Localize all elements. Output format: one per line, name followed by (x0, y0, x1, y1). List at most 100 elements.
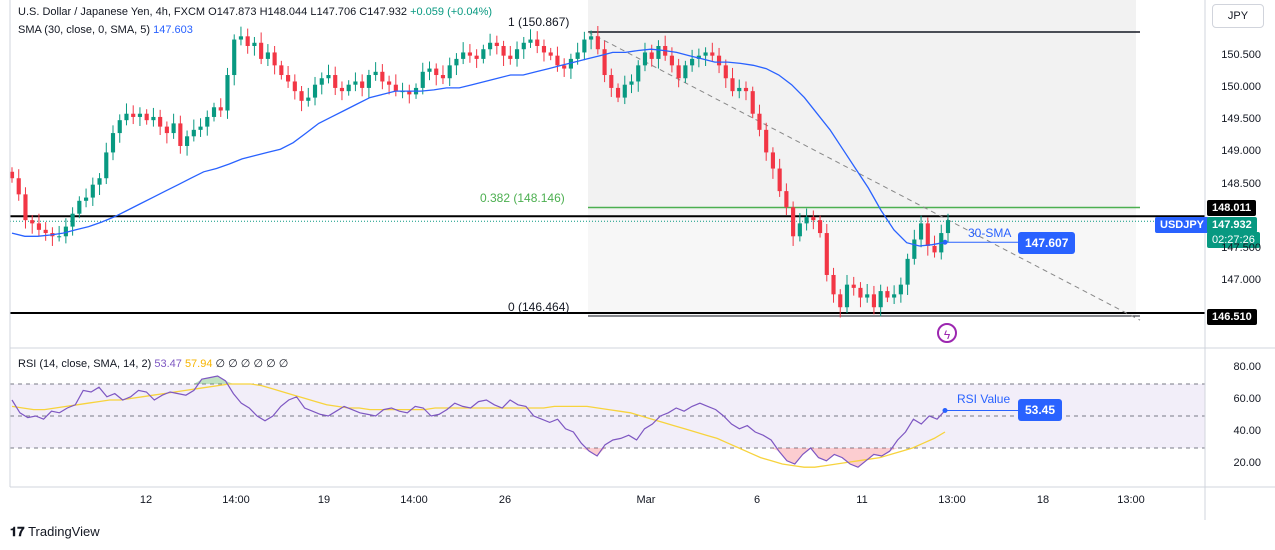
candle-body (892, 294, 897, 298)
symbol-legend: U.S. Dollar / Japanese Yen, 4h, FXCM O14… (18, 6, 492, 18)
rsi-legend-label: RSI (14, close, SMA, 14, 2) (18, 358, 152, 370)
candle-body (265, 52, 270, 59)
candle-body (97, 178, 102, 185)
candle-body (461, 52, 466, 59)
candle-body (151, 116, 156, 121)
sma-callout: 30-SMA (968, 226, 1012, 240)
candle-body (791, 207, 796, 237)
candle-body (366, 75, 371, 88)
candle-body (124, 113, 129, 121)
candle-body (292, 81, 297, 92)
candle-body (9, 171, 15, 179)
rsi-tick-label: 40.00 (1233, 425, 1261, 437)
candle-body (427, 68, 432, 72)
candle-body (90, 184, 95, 198)
candle-body (494, 42, 499, 46)
candle-body (57, 236, 62, 238)
candle-body (898, 284, 903, 295)
candle-body (306, 97, 311, 101)
price-tick-label: 150.000 (1221, 80, 1261, 93)
candle-body (885, 291, 890, 298)
flash-event-icon[interactable]: ϟ (937, 323, 957, 343)
candle-body (777, 168, 782, 192)
candle-body (70, 213, 75, 227)
fib-top-label: 1 (150.867) (508, 15, 570, 29)
time-tick-label: 12 (139, 494, 153, 506)
candle-body (77, 200, 82, 214)
rsi-value-badge: 53.45 (1018, 399, 1063, 421)
candle-body (844, 284, 850, 308)
pane-frames (9, 0, 1275, 520)
candle-body (299, 91, 304, 101)
candle-body (319, 78, 324, 85)
candle-body (784, 191, 789, 208)
candle-body (528, 39, 533, 43)
candle-body (737, 87, 742, 92)
candle-body (521, 42, 526, 50)
candle-body (555, 55, 560, 66)
time-tick-label: 19 (317, 494, 331, 506)
sma-legend-value: 147.603 (153, 24, 193, 36)
candle-body (279, 65, 284, 76)
trend-line (587, 31, 1141, 321)
rsi-tick-label: 80.00 (1233, 361, 1261, 373)
candle-body (259, 42, 264, 59)
tradingview-logo[interactable]: 𝟏𝟕 TradingView (10, 524, 100, 540)
rsi-legend[interactable]: RSI (14, close, SMA, 14, 2) 53.47 57.94 … (18, 357, 288, 370)
time-tick-label: 13:00 (1117, 494, 1145, 506)
candle-body (16, 178, 21, 195)
candle-body (669, 55, 674, 66)
symbol-badge: USDJPY (1155, 217, 1210, 233)
candle-body (676, 65, 681, 79)
candle-body (393, 84, 398, 92)
candle-body (63, 226, 68, 237)
o-value: 147.873 (216, 6, 257, 18)
candle-body (205, 116, 210, 127)
candle-body (238, 36, 244, 40)
candle-body (164, 126, 169, 134)
o-label: O (208, 6, 217, 18)
candle-body (447, 65, 452, 79)
candle-body (905, 258, 910, 285)
candle-body (434, 68, 439, 76)
candle-body (30, 220, 35, 224)
candle-body (171, 123, 176, 134)
candle-body (43, 229, 48, 234)
rsi-callout-dot (942, 407, 948, 413)
candle-body (440, 75, 446, 79)
change-value: +0.059 (+0.04%) (410, 6, 493, 18)
sma-legend[interactable]: SMA (30, close, 0, SMA, 5) 147.603 (18, 24, 193, 36)
candle-body (548, 52, 553, 56)
price-tick-label: 148.500 (1221, 177, 1261, 190)
sma-value-badge: 147.607 (1018, 232, 1076, 254)
candle-body (636, 65, 641, 82)
candle-body (838, 294, 843, 308)
rsi-legend-zeros: ∅ ∅ ∅ ∅ ∅ ∅ (215, 358, 289, 370)
candle-body (353, 81, 358, 85)
c-value: 147.932 (367, 6, 408, 18)
candle-body (865, 294, 870, 298)
fib-zone-lower (588, 210, 1136, 316)
rsi-tick-label: 20.00 (1233, 457, 1261, 469)
fib-zero-label: 0 (146.464) (508, 300, 570, 314)
candle-body (582, 39, 587, 53)
chart-lines (10, 31, 1205, 321)
candle-body (467, 52, 472, 56)
last-price-badge: 147.932 (1207, 217, 1257, 233)
candle-body (104, 152, 109, 179)
candle-body (932, 245, 937, 253)
price-tick-label: 147.500 (1221, 242, 1261, 255)
candle-body (602, 49, 607, 76)
candle-body (326, 75, 331, 79)
candles (9, 26, 951, 318)
h-value: 148.044 (267, 6, 308, 18)
candle-body (629, 81, 634, 85)
currency-button[interactable]: JPY (1212, 4, 1264, 28)
candle-body (690, 58, 695, 66)
countdown-badge: 02:27:26 (1207, 232, 1260, 248)
candle-body (373, 71, 378, 76)
price-tick-label: 149.000 (1221, 145, 1261, 158)
price-tick-label: 147.000 (1221, 274, 1261, 287)
rsi-callout: RSI Value (957, 392, 1011, 406)
